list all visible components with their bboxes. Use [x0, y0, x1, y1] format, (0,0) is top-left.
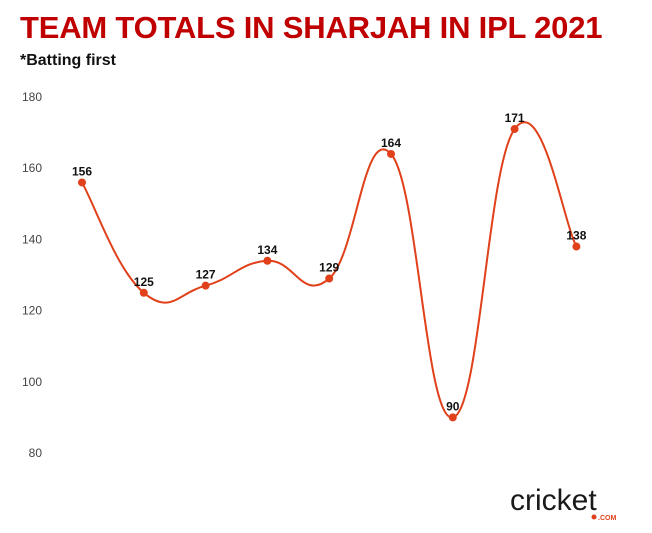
data-label: 156 [72, 164, 92, 178]
data-label: 134 [257, 243, 277, 257]
series-line [81, 121, 578, 419]
y-tick-label: 180 [22, 90, 42, 104]
data-label: 129 [319, 261, 339, 275]
data-labels: 156 125 127 134 129 164 90 171 138 [72, 111, 587, 413]
data-point [139, 288, 148, 297]
data-point [387, 149, 395, 158]
data-point [572, 242, 581, 251]
cricket-com-logo: cricket .COM [510, 484, 616, 522]
data-label: 138 [566, 229, 586, 243]
data-point [448, 413, 457, 422]
data-points [78, 125, 581, 422]
data-point [201, 281, 210, 290]
data-label: 171 [505, 111, 525, 125]
y-tick-label: 100 [22, 375, 42, 389]
y-tick-label: 120 [22, 304, 42, 318]
data-label: 164 [381, 136, 401, 150]
chart-title: TEAM TOTALS IN SHARJAH IN IPL 2021 [20, 10, 603, 45]
y-axis-ticks: 80 100 120 140 160 180 [22, 90, 42, 460]
data-point [325, 274, 334, 283]
y-tick-label: 140 [22, 232, 42, 246]
data-label: 125 [134, 275, 154, 289]
data-point [78, 178, 86, 187]
logo-dot-icon [591, 514, 597, 520]
logo-subtext: .COM [598, 515, 616, 522]
data-label: 90 [446, 399, 460, 413]
y-tick-label: 80 [29, 446, 43, 460]
chart-subtitle: *Batting first [20, 52, 116, 69]
data-point [263, 256, 272, 265]
logo-wordmark: cricket [510, 484, 597, 517]
y-tick-label: 160 [22, 161, 42, 175]
data-label: 127 [196, 268, 216, 282]
data-point [510, 125, 519, 134]
